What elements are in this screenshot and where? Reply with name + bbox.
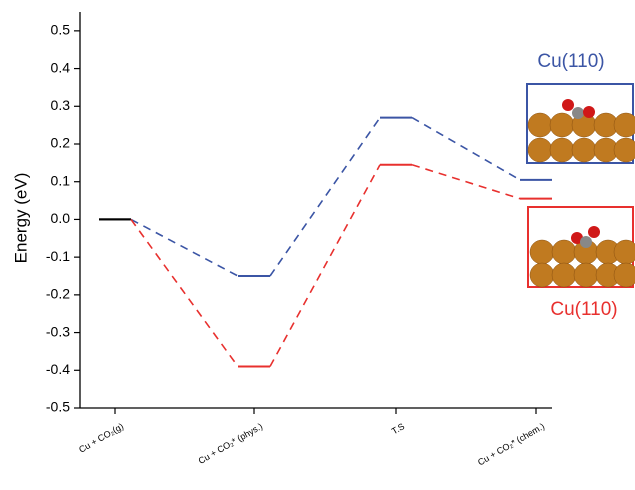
y-tick-label: -0.3 bbox=[46, 323, 70, 339]
x-tick-label: T.S bbox=[390, 421, 406, 436]
legend-label: Cu(110) bbox=[550, 299, 617, 320]
inset-red bbox=[527, 206, 635, 288]
connector bbox=[411, 116, 521, 181]
connector bbox=[411, 163, 521, 200]
x-tick-label: Cu + CO₂* (chem.) bbox=[476, 421, 546, 467]
y-axis-label: Energy (eV) bbox=[11, 173, 30, 264]
y-tick-label: -0.1 bbox=[46, 248, 70, 264]
y-tick-label: -0.5 bbox=[46, 399, 70, 415]
y-tick-label: 0.3 bbox=[51, 97, 71, 113]
y-tick-label: 0.1 bbox=[51, 172, 71, 188]
connector bbox=[130, 218, 239, 277]
inset-blue bbox=[526, 83, 635, 164]
y-tick-label: -0.4 bbox=[46, 361, 70, 377]
x-tick-label: Cu + CO₂(g) bbox=[77, 421, 125, 455]
y-tick-label: 0.4 bbox=[51, 59, 71, 75]
x-tick-label: Cu + CO₂* (phys.) bbox=[197, 421, 265, 466]
y-tick-label: 0.0 bbox=[51, 210, 71, 226]
connector bbox=[130, 218, 239, 367]
legend-label: Cu(110) bbox=[537, 51, 604, 72]
y-tick-label: -0.2 bbox=[46, 286, 70, 302]
connector bbox=[269, 164, 381, 367]
y-tick-label: 0.2 bbox=[51, 135, 71, 151]
y-tick-label: 0.5 bbox=[51, 22, 71, 38]
connector bbox=[269, 117, 381, 277]
